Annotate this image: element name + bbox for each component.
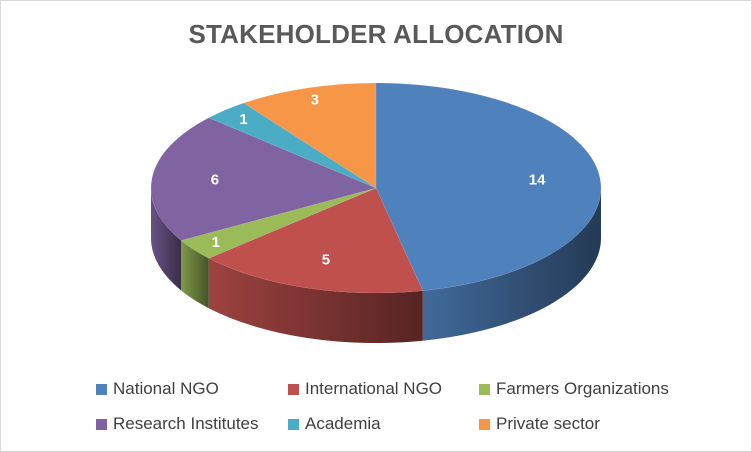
legend-label-academia: Academia [305, 414, 381, 433]
pie-slice-academia [208, 102, 377, 189]
data-label-farmers-organizations: 1 [212, 234, 220, 251]
data-label-national-ngo: 14 [529, 172, 546, 189]
legend-item-research-institutes: Research Institutes [96, 414, 259, 434]
legend-swatch-academia [288, 418, 299, 430]
pie-slice-international-ngo [208, 187, 424, 294]
pie-chart: 14 5 1 6 1 3 [150, 82, 602, 343]
legend-label-private-sector: Private sector [496, 414, 600, 433]
chart-title: STAKEHOLDER ALLOCATION [188, 19, 564, 49]
pie-side-international-ngo [208, 258, 423, 343]
legend-item-international-ngo: International NGO [288, 379, 442, 399]
data-label-private-sector: 3 [311, 92, 319, 109]
pie-side-research-institutes [151, 188, 182, 291]
pie-slice-research-institutes [150, 117, 377, 241]
data-label-research-institutes: 6 [211, 172, 219, 189]
legend-swatch-farmers-organizations [479, 383, 490, 395]
legend-swatch-private-sector [479, 418, 490, 430]
legend-label-national-ngo: National NGO [113, 379, 219, 398]
legend-item-national-ngo: National NGO [96, 379, 219, 399]
legend-label-farmers-organizations: Farmers Organizations [496, 379, 669, 398]
legend-item-academia: Academia [288, 414, 381, 434]
legend-swatch-national-ngo [96, 383, 107, 395]
legend-item-private-sector: Private sector [479, 414, 600, 434]
pie-slice-private-sector [243, 82, 377, 189]
pie-slice-farmers-organizations [180, 187, 377, 259]
legend-swatch-research-institutes [96, 418, 107, 430]
legend-label-research-institutes: Research Institutes [113, 414, 259, 433]
data-label-international-ngo: 5 [322, 251, 330, 268]
pie-side-national-ngo [422, 188, 601, 341]
data-label-academia: 1 [239, 111, 247, 128]
legend-item-farmers-organizations: Farmers Organizations [479, 379, 669, 399]
legend-swatch-international-ngo [288, 383, 299, 395]
legend-label-international-ngo: International NGO [305, 379, 443, 398]
chart-legend: National NGO International NGO Farmers O… [1, 371, 751, 451]
pie-side-farmers-organizations [181, 240, 209, 309]
pie-slice-national-ngo [375, 82, 602, 291]
